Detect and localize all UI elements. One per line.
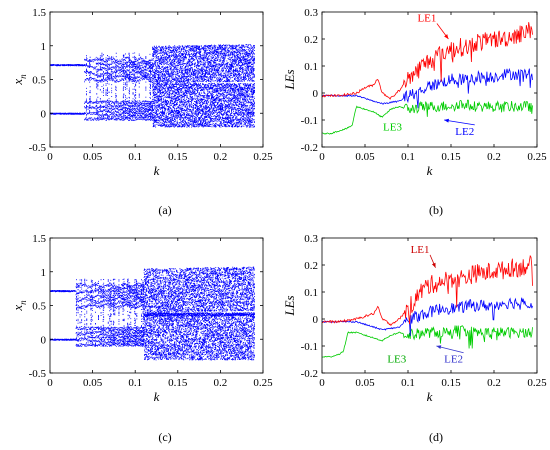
y-tick-label: 0.1 xyxy=(304,287,318,299)
series-line-le3 xyxy=(322,99,533,135)
x-tick-label: 0.25 xyxy=(527,151,547,163)
y-axis-label: xn xyxy=(10,300,28,312)
x-axis-label: k xyxy=(427,389,433,404)
y-tick-label: 0.1 xyxy=(304,61,318,73)
x-tick-label: 0.1 xyxy=(128,377,142,389)
axes-frame xyxy=(321,11,538,148)
y-tick-label: 0.2 xyxy=(304,34,318,46)
y-tick-label: 0.3 xyxy=(304,7,318,19)
annotation-arrow-le2 xyxy=(436,345,464,354)
annotation-le3: LE3 xyxy=(387,354,406,366)
annotation-arrowhead-le1 xyxy=(431,262,436,268)
series-line-le1 xyxy=(322,22,533,100)
series-line-le2 xyxy=(322,67,533,109)
annotation-le1: LE1 xyxy=(417,12,436,24)
x-tick-label: 0.05 xyxy=(355,377,375,389)
panel-d: LE1 LE2 LE3 0 0.05 0.1 0.15 0.2 0.25 -0.2 -0.1 0 0.1… xyxy=(282,233,547,444)
x-tick-label: 0.2 xyxy=(487,377,501,389)
x-tick-label: 0.2 xyxy=(487,151,501,163)
plot-area-d: LE1 LE2 LE3 0 0.05 0.1 0.15 0.2 0.25 -0.2 -0.1 0 0.1… xyxy=(282,233,547,404)
y-tick-label: 0 xyxy=(41,108,47,120)
panel-label-d: (d) xyxy=(429,430,443,444)
x-tick-label: 0.15 xyxy=(168,377,188,389)
x-tick-label: 0 xyxy=(319,377,325,389)
bifurcation-points xyxy=(50,44,255,128)
x-tick-label: 0.1 xyxy=(401,377,415,389)
x-tick-label: 0 xyxy=(319,151,325,163)
x-tick-label: 0.15 xyxy=(441,377,461,389)
panel-label-c: (c) xyxy=(158,430,171,444)
y-tick-label: -0.2 xyxy=(301,142,318,154)
series-lines xyxy=(322,254,533,358)
y-axis-label: LEs xyxy=(282,69,297,90)
y-tick-label: -0.2 xyxy=(301,368,318,380)
y-tick-label: 0 xyxy=(313,88,319,100)
y-tick-label: 0.3 xyxy=(304,233,318,245)
x-tick-label: 0.25 xyxy=(253,151,273,163)
x-tick-label: 0 xyxy=(47,151,53,163)
y-tick-label: 0.2 xyxy=(304,260,318,272)
x-tick-label: 0.1 xyxy=(128,151,142,163)
y-axis-label: LEs xyxy=(282,295,297,316)
x-tick-label: 0.15 xyxy=(168,151,188,163)
axes-frame xyxy=(321,237,538,374)
y-tick-label: -0.5 xyxy=(29,368,47,380)
x-tick-label: 0.05 xyxy=(83,377,103,389)
series-line-le2 xyxy=(322,297,533,337)
y-tick-label: 0 xyxy=(313,314,319,326)
bifurcation-points xyxy=(50,266,255,361)
scatter-points xyxy=(50,44,255,128)
x-tick-label: 0.05 xyxy=(355,151,375,163)
annotation-arrowhead-le1 xyxy=(444,34,449,39)
annotation-arrowhead-le2 xyxy=(444,118,449,123)
annotation-arrow-le2 xyxy=(444,119,475,126)
y-tick-label: 0.5 xyxy=(32,75,46,87)
x-tick-label: 0.25 xyxy=(527,377,547,389)
series-lines xyxy=(322,22,533,135)
plot-area-b: LE1 LE2 LE3 0 0.05 0.1 0.15 0.2 0.25 -0.2 -0.1 0 0.1… xyxy=(282,7,547,178)
scatter-points xyxy=(50,266,255,361)
x-tick-label: 0.1 xyxy=(401,151,415,163)
x-axis-label: k xyxy=(427,163,433,178)
panel-b: LE1 LE2 LE3 0 0.05 0.1 0.15 0.2 0.25 -0.2 -0.1 0 0.1… xyxy=(282,7,547,217)
annotation-le2: LE2 xyxy=(455,126,474,138)
x-tick-label: 0 xyxy=(47,377,53,389)
y-tick-label: 1 xyxy=(41,267,47,279)
panel-label-a: (a) xyxy=(158,203,171,217)
annotation-le2: LE2 xyxy=(444,354,463,366)
x-tick-label: 0.25 xyxy=(253,377,273,389)
x-axis-label: k xyxy=(154,163,160,178)
y-tick-label: -0.1 xyxy=(301,115,318,127)
x-tick-label: 0.15 xyxy=(441,151,461,163)
x-tick-label: 0.2 xyxy=(214,151,228,163)
annotation-le3: LE3 xyxy=(383,121,402,133)
x-axis-label: k xyxy=(154,389,160,404)
x-tick-label: 0.05 xyxy=(83,151,103,163)
y-tick-label: 0 xyxy=(41,334,47,346)
series-line-le3 xyxy=(322,325,533,358)
y-axis-label: xn xyxy=(10,74,28,86)
annotation-le1: LE1 xyxy=(411,244,430,256)
panel-label-b: (b) xyxy=(429,203,443,217)
y-tick-label: 0.5 xyxy=(32,301,46,313)
y-tick-label: -0.1 xyxy=(301,341,318,353)
x-tick-label: 0.2 xyxy=(214,377,228,389)
series-line-le1 xyxy=(322,254,533,327)
annotation-arrowhead-le2 xyxy=(436,345,442,349)
y-tick-label: 1.5 xyxy=(32,7,46,19)
y-tick-label: 1 xyxy=(41,41,47,53)
y-tick-label: -0.5 xyxy=(29,142,47,154)
y-tick-label: 1.5 xyxy=(32,233,46,245)
